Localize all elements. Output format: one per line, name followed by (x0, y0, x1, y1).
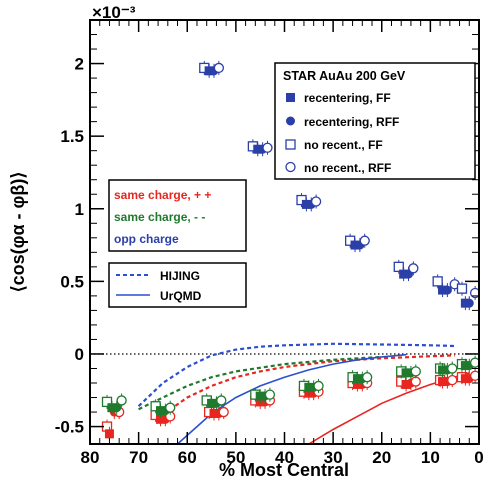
data-point-s2-5 (156, 406, 166, 416)
legend-circle-open-icon (285, 161, 296, 173)
data-point-s2-21 (352, 374, 362, 384)
data-point-s0-21 (438, 285, 448, 295)
legend-models-entry-2: UrQMD (160, 289, 202, 303)
x-tick-label-40: 40 (275, 448, 294, 467)
data-point-s2-1 (107, 403, 117, 413)
data-point-s0-19 (408, 263, 419, 274)
data-point-s2-25 (401, 368, 411, 378)
model-curve-3 (176, 353, 407, 444)
data-point-s0-17 (399, 269, 409, 279)
model-curve-2 (138, 355, 382, 411)
y-tick-label-0.5: 0.5 (60, 272, 84, 291)
legend-circle-filled-icon (286, 116, 295, 126)
data-point-s2-3 (116, 395, 127, 406)
y-tick-label-2: 2 (75, 55, 84, 74)
legend-star-entry-4: no recent., RFF (304, 161, 391, 175)
x-tick-label-20: 20 (372, 448, 391, 467)
data-point-s0-22 (442, 285, 452, 295)
tick-labels-layer: 80 70 60 50 40 30 20 10 0 -0.5 0 0.5 1 1.5 2 (55, 55, 484, 467)
legend-charge: same charge, + + same charge, - - opp ch… (108, 179, 247, 252)
y-multiplier-label: ×10⁻³ (92, 3, 136, 22)
y-tick-label--0.5: -0.5 (55, 418, 84, 437)
legend-square-filled-icon (286, 93, 295, 102)
data-point-s1-35 (469, 370, 479, 381)
data-point-s2-17 (304, 382, 314, 392)
data-point-s1-27 (410, 376, 421, 387)
data-point-s2-7 (165, 402, 176, 413)
data-point-s0-3 (213, 62, 225, 74)
data-point-s2-29 (438, 365, 448, 375)
data-point-s0-20 (432, 276, 443, 287)
y-tick-label-0: 0 (75, 345, 84, 364)
data-point-s2-15 (264, 389, 276, 400)
legend-star: STAR AuAu 200 GeV recentering, FF recent… (274, 62, 476, 180)
data-point-s2-2 (112, 403, 122, 413)
data-point-s2-23 (362, 372, 373, 383)
legend-star-entry-3: no recent., FF (304, 138, 383, 152)
data-point-s0-16 (393, 261, 404, 272)
data-point-s1-1 (104, 429, 114, 439)
data-point-s1-5 (156, 414, 166, 424)
legend-models: HIJING UrQMD (108, 262, 247, 308)
legend-charge-entry-3: opp charge (114, 232, 179, 246)
legend-charge-entry-1: same charge, + + (114, 188, 211, 202)
data-point-s2-31 (447, 363, 458, 374)
data-point-s2-11 (216, 395, 227, 406)
plot-frame (89, 19, 480, 445)
x-tick-label-10: 10 (421, 448, 440, 467)
x-tick-label-50: 50 (226, 448, 245, 467)
data-point-s2-35 (469, 357, 479, 368)
legend-charge-entry-2: same charge, - - (114, 210, 205, 224)
x-axis-title: % Most Central (219, 460, 349, 480)
data-point-s0-24 (456, 283, 468, 294)
y-tick-label-1.5: 1.5 (60, 127, 84, 146)
data-point-s0-5 (253, 144, 263, 154)
legend-square-open-icon (285, 139, 296, 150)
y-axis-title: ⟨cos(φα - φβ)⟩ (8, 172, 28, 293)
x-tick-label-0: 0 (474, 448, 483, 467)
data-point-s0-7 (262, 142, 273, 153)
data-point-s0-9 (301, 199, 311, 209)
data-point-s2-27 (410, 366, 421, 377)
points-layer (101, 60, 479, 441)
data-point-s0-26 (464, 298, 474, 308)
data-point-s0-13 (350, 240, 360, 250)
x-tick-label-80: 80 (81, 448, 100, 467)
x-tick-label-30: 30 (324, 448, 343, 467)
data-point-s2-9 (207, 398, 217, 408)
x-tick-label-60: 60 (178, 448, 197, 467)
data-point-s2-19 (313, 380, 324, 392)
legend-charge-box (108, 179, 247, 252)
x-tick-label-70: 70 (129, 448, 148, 467)
data-point-s1-31 (447, 374, 458, 386)
data-point-s0-1 (204, 66, 214, 76)
legend-models-box (108, 262, 247, 308)
data-point-s1-11 (218, 406, 229, 418)
data-point-s1-25 (401, 379, 411, 389)
legend-star-title: STAR AuAu 200 GeV (283, 69, 406, 83)
data-point-s0-15 (359, 235, 370, 246)
data-point-s0-27 (469, 287, 479, 299)
legend-star-entry-2: recentering, RFF (304, 115, 399, 129)
data-point-s1-9 (209, 409, 219, 419)
data-point-s2-13 (255, 391, 265, 401)
legend-star-entry-1: recentering, FF (304, 91, 391, 105)
model-curve-1 (157, 354, 455, 419)
y-tick-label-1: 1 (75, 200, 84, 219)
ticks-layer (89, 19, 480, 444)
curves-layer (137, 342, 470, 444)
legend-star-box (274, 62, 476, 180)
data-point-s0-11 (310, 196, 322, 207)
data-point-s1-29 (438, 377, 448, 387)
legend-models-entry-1: HIJING (160, 269, 200, 283)
